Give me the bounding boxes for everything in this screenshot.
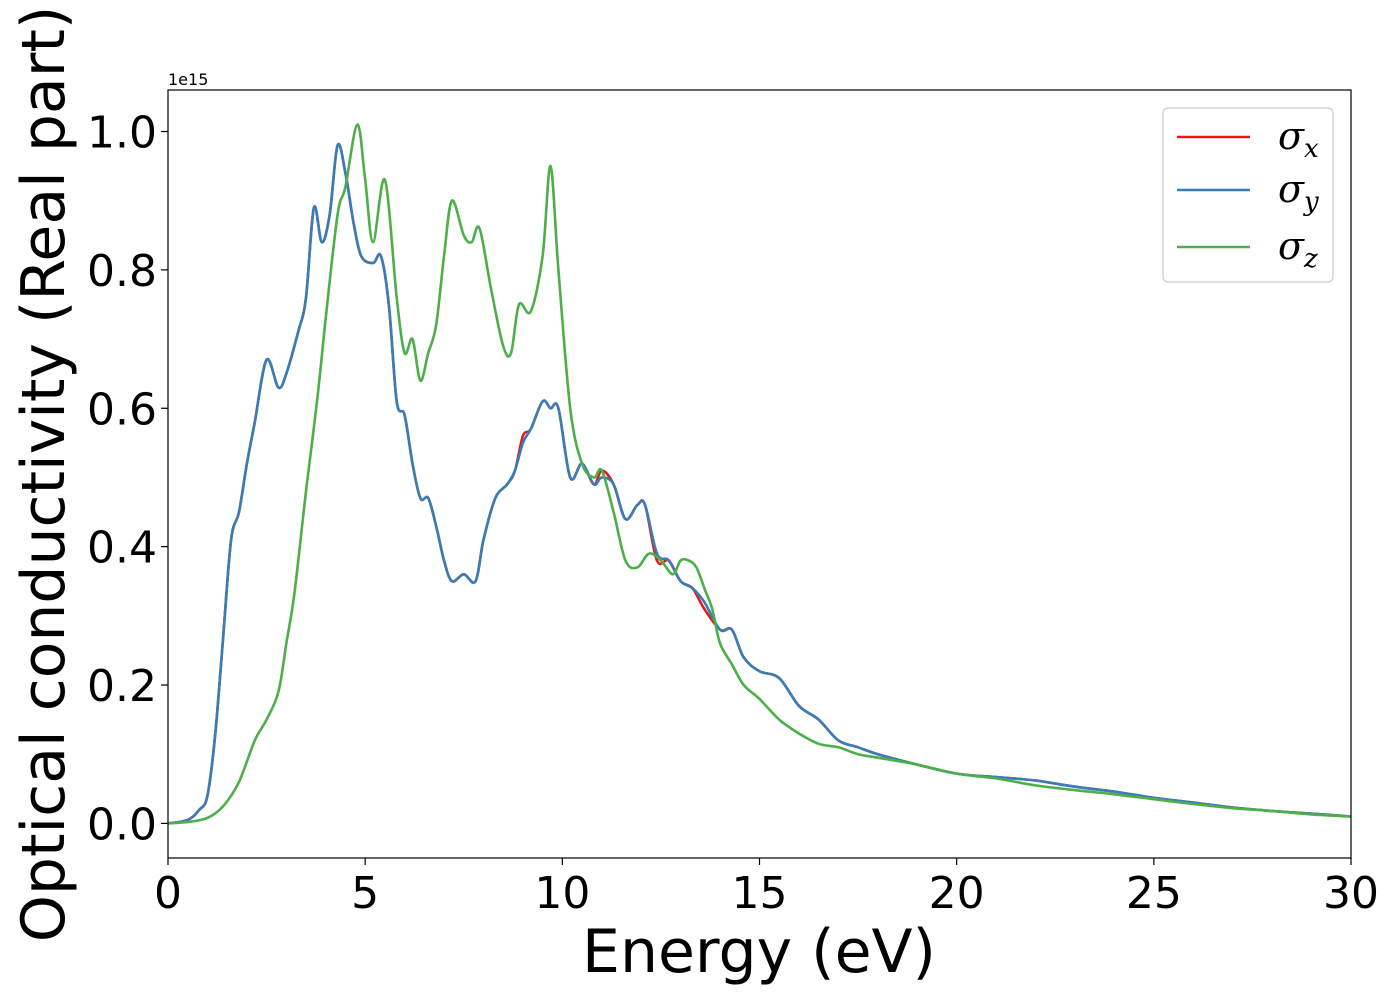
y-tick-label: 0.8 (87, 246, 157, 297)
x-tick-label: 10 (534, 868, 590, 919)
y-axis-ticks: 0.0 0.2 0.4 0.6 0.8 1.0 (87, 108, 168, 850)
series-line-z (167, 123, 1352, 825)
x-tick-label: 0 (154, 868, 182, 919)
x-axis-ticks: 0 5 10 15 20 25 30 (154, 858, 1379, 919)
x-axis-label: Energy (eV) (582, 917, 936, 987)
legend-label-y: σy (1278, 167, 1319, 217)
x-tick-label: 20 (929, 868, 985, 919)
legend-frame (1162, 107, 1334, 283)
y-offset-text: 1e15 (168, 70, 208, 89)
series-layer (167, 123, 1352, 825)
series-line-y (167, 142, 1352, 825)
y-tick-label: 0.4 (87, 523, 157, 574)
y-axis-label: Optical conductivity (Real part) (9, 6, 79, 943)
x-tick-label: 15 (732, 868, 788, 919)
x-tick-label: 25 (1126, 868, 1182, 919)
y-tick-label: 0.2 (87, 661, 157, 712)
legend-label-x: σx (1278, 114, 1319, 164)
y-tick-label: 0.6 (87, 384, 157, 435)
legend-label-z: σz (1278, 224, 1318, 274)
x-tick-label: 5 (351, 868, 379, 919)
y-tick-label: 1.0 (87, 108, 157, 159)
y-tick-label: 0.0 (87, 799, 157, 850)
plot-background (168, 90, 1351, 858)
x-tick-label: 30 (1323, 868, 1379, 919)
